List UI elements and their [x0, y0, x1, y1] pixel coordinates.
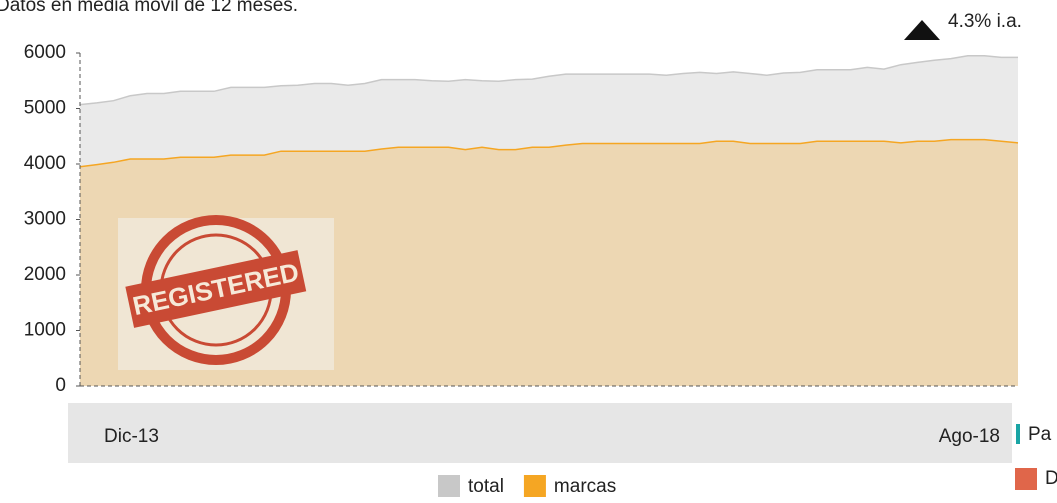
- y-tick-label: 0: [55, 375, 66, 396]
- y-tick-label: 1000: [24, 320, 66, 341]
- y-tick-label: 5000: [24, 98, 66, 119]
- legend-swatch: [1016, 424, 1020, 444]
- watermark: REGISTERED: [118, 218, 334, 370]
- y-tick-label: 3000: [24, 209, 66, 230]
- legend-label: D: [1045, 468, 1057, 489]
- y-tick-label: 6000: [24, 42, 66, 63]
- y-tick-label: 4000: [24, 153, 66, 174]
- range-slider[interactable]: [68, 403, 1012, 463]
- legend-swatch: [524, 475, 546, 497]
- up-arrow: [904, 20, 940, 40]
- range-start-label: Dic-13: [104, 426, 159, 447]
- legend-swatch: [1015, 468, 1037, 490]
- legend-label: total: [468, 476, 504, 497]
- annotation: 4.3% i.a.: [948, 11, 1022, 32]
- legend-label: Pa: [1028, 424, 1052, 445]
- chart: Datos en media movil de 12 meses. 4.3% i…: [0, 0, 1057, 498]
- y-tick-label: 2000: [24, 264, 66, 285]
- legend-swatch: [438, 475, 460, 497]
- chart-subtitle: Datos en media movil de 12 meses.: [0, 0, 298, 16]
- legend-label: marcas: [554, 476, 616, 497]
- range-end-label: Ago-18: [939, 426, 1000, 447]
